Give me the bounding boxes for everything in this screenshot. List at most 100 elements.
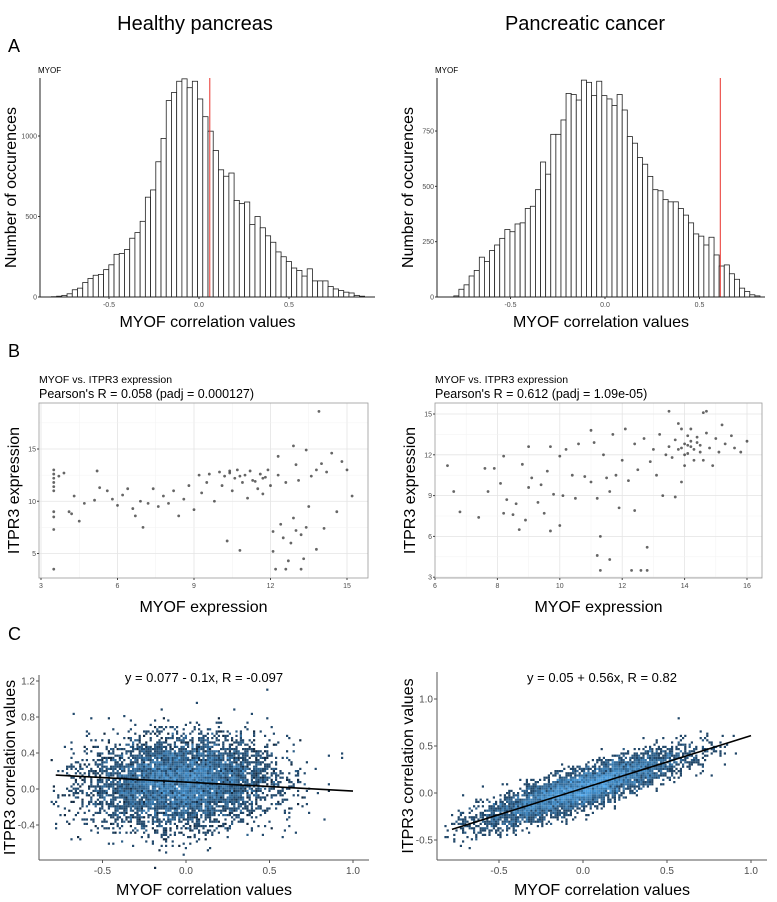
density-cell [231,787,234,790]
density-cell [547,787,550,790]
density-cell [459,814,462,817]
density-cell [534,805,537,808]
density-cell [213,741,216,744]
density-cell [563,789,566,792]
density-cell [624,781,627,784]
density-cell [81,783,84,786]
density-cell [66,772,69,775]
density-cell [620,794,623,797]
density-cell [510,807,513,810]
density-cell [202,752,205,755]
density-cell [204,825,207,828]
density-cell [552,800,555,803]
density-cell [101,787,104,790]
density-cell [539,787,542,790]
density-cell [618,761,621,764]
density-cell [160,807,163,810]
density-cell [255,754,258,757]
density-cell [246,796,249,799]
histogram-bar [139,220,146,298]
density-cell [561,796,564,799]
histogram-bar [458,288,465,298]
density-cell [508,816,511,819]
density-cell [173,767,176,770]
density-cell [158,783,161,786]
density-cell [561,807,564,810]
density-cell [140,748,143,751]
density-cell [468,825,471,828]
density-cell [226,778,229,781]
density-cell [259,798,262,801]
density-cell [176,732,179,735]
density-cell [611,781,614,784]
density-cell [545,800,548,803]
density-cell [631,789,634,792]
density-cell [248,739,251,742]
density-cell [671,754,674,757]
scatter-point [680,427,683,431]
density-cell [627,765,630,768]
density-cell [138,752,141,755]
density-cell [140,811,143,814]
density-cell [453,822,456,825]
density-cell [180,770,183,773]
density-cell [198,785,201,788]
density-cell [264,759,267,762]
density-cell [486,809,489,812]
density-cell [701,770,704,773]
density-cell [679,734,682,737]
density-cell [193,783,196,786]
density-cell [136,829,139,832]
density-cell [191,739,194,742]
density-cell [149,798,152,801]
density-cell [222,752,225,755]
density-cell [182,796,185,799]
density-cell [209,783,212,786]
scatter-point [200,491,204,495]
density-cell [134,754,137,757]
density-cell [140,743,143,746]
density-cell [101,761,104,764]
density-cell [90,796,93,799]
density-cell [121,761,124,764]
density-cell [156,770,159,773]
density-cell [105,811,108,814]
density-cell [268,787,271,790]
histogram-bar [285,261,292,298]
histogram-bar [87,278,94,298]
density-cell [125,818,128,821]
density-cell [217,750,220,753]
density-cell [156,829,159,832]
density-cell [198,783,201,786]
density-cell [561,800,564,803]
density-cell [246,809,249,812]
density-cell [554,811,557,814]
density-cell [598,759,601,762]
density-cell [72,800,75,803]
density-cell [270,778,273,781]
density-cell [565,800,568,803]
density-cell [105,781,108,784]
density-cell [486,827,489,830]
density-cell [712,750,715,753]
density-cell [129,785,132,788]
density-cell [167,776,170,779]
density-cell [83,745,86,748]
density-cell [107,842,110,845]
density-cell [169,800,172,803]
density-cell [532,778,535,781]
density-cell [675,748,678,751]
density-cell [565,787,568,790]
density-cell [466,836,469,839]
density-cell [165,741,168,744]
density-cell [466,820,469,823]
density-cell [622,770,625,773]
density-cell [279,794,282,797]
density-cell [202,748,205,751]
density-cell [145,730,148,733]
density-cell [231,796,234,799]
density-cell [629,789,632,792]
density-cell [624,756,627,759]
scatter-point [205,481,209,484]
density-cell [255,750,258,753]
